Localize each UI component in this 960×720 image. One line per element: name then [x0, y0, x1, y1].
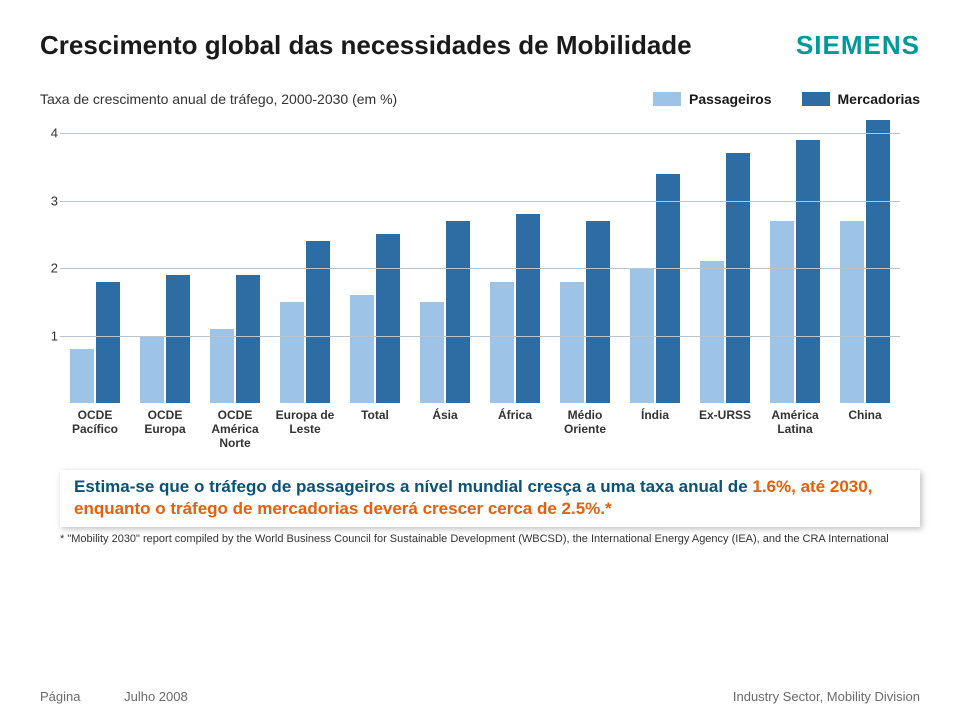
bar-passengers [490, 282, 514, 403]
bar-passengers [700, 261, 724, 403]
bar-passengers [70, 349, 94, 403]
bar-group [140, 113, 190, 403]
bar-goods [166, 275, 190, 403]
x-label: OCDE Europa [135, 409, 195, 450]
subtitle-row: Taxa de crescimento anual de tráfego, 20… [40, 91, 920, 107]
bar-goods [236, 275, 260, 403]
bar-goods [866, 120, 890, 403]
bar-group [280, 113, 330, 403]
bar-passengers [140, 336, 164, 403]
callout-box: Estima-se que o tráfego de passageiros a… [60, 470, 920, 526]
x-axis-labels: OCDE PacíficoOCDE EuropaOCDE América Nor… [60, 409, 900, 450]
footer: Página Julho 2008 Industry Sector, Mobil… [40, 689, 920, 704]
y-tick-label: 1 [51, 328, 58, 343]
x-label: OCDE América Norte [205, 409, 265, 450]
bar-goods [306, 241, 330, 403]
bar-passengers [560, 282, 584, 403]
bar-passengers [350, 295, 374, 403]
bar-goods [796, 140, 820, 403]
plot-area [60, 113, 900, 403]
bar-goods [376, 234, 400, 403]
gridline [60, 201, 900, 202]
bar-goods [516, 214, 540, 403]
bar-group [840, 113, 890, 403]
bar-passengers [840, 221, 864, 403]
bar-group [700, 113, 750, 403]
y-tick-label: 3 [51, 193, 58, 208]
y-tick-label: 4 [51, 126, 58, 141]
x-label: Europa de Leste [275, 409, 335, 450]
footer-right: Industry Sector, Mobility Division [733, 689, 920, 704]
footer-page: Página [40, 689, 80, 704]
callout-line1: Estima-se que o tráfego de passageiros a… [74, 477, 872, 518]
x-label: Total [345, 409, 405, 450]
bar-passengers [280, 302, 304, 403]
gridline [60, 268, 900, 269]
x-label: OCDE Pacífico [65, 409, 125, 450]
gridline [60, 133, 900, 134]
x-label: África [485, 409, 545, 450]
bar-group [420, 113, 470, 403]
siemens-logo: SIEMENS [796, 30, 920, 61]
bar-group [350, 113, 400, 403]
legend: Passageiros Mercadorias [653, 91, 920, 107]
bar-goods [586, 221, 610, 403]
header: Crescimento global das necessidades de M… [40, 30, 920, 61]
chart-subtitle: Taxa de crescimento anual de tráfego, 20… [40, 91, 397, 107]
y-axis: 1 2 3 4 [40, 113, 58, 403]
bar-passengers [770, 221, 794, 403]
slide: Crescimento global das necessidades de M… [0, 0, 960, 720]
bars-container [60, 113, 900, 403]
bar-chart: 1234 [60, 113, 900, 403]
x-label: Ásia [415, 409, 475, 450]
bar-group [560, 113, 610, 403]
bar-group [70, 113, 120, 403]
bar-group [490, 113, 540, 403]
bar-goods [656, 174, 680, 403]
bar-goods [96, 282, 120, 403]
bar-goods [446, 221, 470, 403]
slide-title: Crescimento global das necessidades de M… [40, 30, 692, 61]
x-label: China [835, 409, 895, 450]
legend-swatch-goods [802, 92, 830, 106]
bar-group [210, 113, 260, 403]
x-label: Índia [625, 409, 685, 450]
bar-passengers [210, 329, 234, 403]
x-label: Ex-URSS [695, 409, 755, 450]
x-label: América Latina [765, 409, 825, 450]
legend-item-goods: Mercadorias [802, 91, 920, 107]
bar-passengers [420, 302, 444, 403]
bar-goods [726, 153, 750, 403]
legend-label-passengers: Passageiros [689, 91, 772, 107]
y-tick-label: 2 [51, 261, 58, 276]
x-label: Médio Oriente [555, 409, 615, 450]
footer-date: Julho 2008 [124, 689, 188, 704]
gridline [60, 336, 900, 337]
bar-group [770, 113, 820, 403]
footer-left: Página Julho 2008 [40, 689, 228, 704]
legend-label-goods: Mercadorias [838, 91, 920, 107]
legend-swatch-passengers [653, 92, 681, 106]
legend-item-passengers: Passageiros [653, 91, 772, 107]
footnote: * "Mobility 2030" report compiled by the… [60, 533, 900, 547]
bar-group [630, 113, 680, 403]
